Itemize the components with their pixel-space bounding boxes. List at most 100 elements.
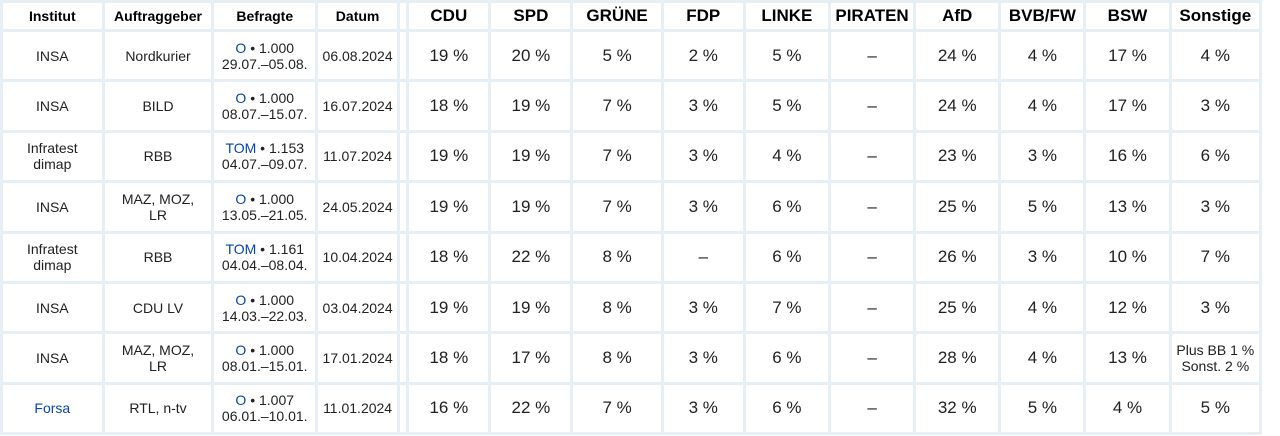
method-link[interactable]: TOM [225, 140, 257, 157]
cell-institut: INSA [3, 334, 102, 382]
auftraggeber-label: RBB [143, 148, 173, 165]
cell-linke: 6 % [745, 384, 828, 433]
cell-bsw: 10 % [1086, 233, 1169, 281]
method-link[interactable]: O [235, 291, 247, 308]
header-datum[interactable]: Datum [318, 3, 398, 29]
cell-linke: 6 % [745, 233, 828, 281]
institut-label: Infratest [27, 140, 78, 157]
cell-bsw: 16 % [1086, 132, 1169, 181]
cell-piraten: – [830, 334, 914, 382]
header-party-bsw[interactable]: BSW [1086, 3, 1169, 29]
cell-spd: 17 % [491, 334, 571, 382]
cell-datum: 11.07.2024 [318, 132, 398, 181]
cell-fdp: 3 % [663, 132, 743, 181]
cell-fdp: 3 % [663, 183, 743, 231]
method-link[interactable]: O [235, 39, 247, 56]
cell-bsw: 13 % [1086, 334, 1169, 382]
cell-befragte: O • 1.000 08.01.–15.01. [214, 334, 316, 382]
cell-linke: 6 % [745, 334, 828, 382]
cell-fdp: 3 % [663, 334, 743, 382]
field-period: 29.07.–05.08. [221, 55, 308, 72]
auftraggeber-label: LR [149, 206, 167, 223]
method-link[interactable]: O [235, 342, 247, 359]
header-party-sonstige[interactable]: Sonstige [1171, 3, 1259, 29]
field-period: 13.05.–21.05. [221, 206, 308, 223]
table-row: Forsa RTL, n-tv O • 1.007 06.01.–10.01. 11.0… [3, 384, 1259, 433]
header-institut[interactable]: Institut [3, 3, 102, 29]
sonstige-label: 5 % [1200, 398, 1230, 418]
cell-bvb-fw: 4 % [1001, 32, 1084, 80]
cell-fdp: 3 % [663, 82, 743, 130]
cell-institut: INSA [3, 183, 102, 231]
cell-spd: 19 % [491, 283, 571, 332]
header-party-cdu[interactable]: CDU [409, 3, 489, 29]
cell-spd: 19 % [491, 183, 571, 231]
header-party-spd[interactable]: SPD [491, 3, 571, 29]
table-row: INSA BILD O • 1.000 08.07.–15.07. 16.07.2024… [3, 82, 1259, 130]
header-party-bvb-fw[interactable]: BVB/FW [1001, 3, 1084, 29]
cell-befragte: TOM • 1.153 04.07.–09.07. [214, 132, 316, 181]
header-party-afd[interactable]: AfD [916, 3, 999, 29]
field-period: 08.01.–15.01. [221, 358, 308, 375]
cell-bvb-fw: 4 % [1001, 283, 1084, 332]
cell-befragte: TOM • 1.161 04.04.–08.04. [214, 233, 316, 281]
cell-sonstige: 5 % [1171, 384, 1259, 433]
cell-institut[interactable]: Forsa [3, 384, 102, 433]
institut-label: INSA [35, 198, 69, 215]
cell-piraten: – [830, 384, 914, 433]
cell-spd: 19 % [491, 132, 571, 181]
method-link[interactable]: O [235, 190, 247, 207]
sample-size: • 1.007 [246, 392, 295, 409]
cell-cdu: 18 % [409, 334, 489, 382]
sonstige-label: Sonst. 2 % [1181, 358, 1250, 375]
institut-label[interactable]: Forsa [34, 400, 71, 417]
table-row: INSA Nordkurier O • 1.000 29.07.–05.08. 06.0… [3, 32, 1259, 80]
header-befragte[interactable]: Befragte [214, 3, 316, 29]
cell-cdu: 19 % [409, 283, 489, 332]
cell-piraten: – [830, 233, 914, 281]
cell-fdp: – [663, 233, 743, 281]
cell-sonstige: 7 % [1171, 233, 1259, 281]
cell-gruene: 8 % [573, 283, 661, 332]
header-party-piraten[interactable]: PIRATEN [830, 3, 914, 29]
method-link[interactable]: O [235, 392, 247, 409]
poll-table-body: INSA Nordkurier O • 1.000 29.07.–05.08. 06.0… [3, 32, 1259, 433]
cell-befragte: O • 1.000 13.05.–21.05. [214, 183, 316, 231]
cell-linke: 5 % [745, 32, 828, 80]
institut-label: dimap [33, 156, 72, 173]
cell-auftraggeber: MAZ, MOZ, LR [104, 334, 212, 382]
header-party-linke[interactable]: LINKE [745, 3, 828, 29]
method-link[interactable]: O [235, 90, 247, 107]
institut-label: INSA [35, 299, 69, 316]
cell-auftraggeber: RTL, n-tv [104, 384, 212, 433]
sonstige-label: 6 % [1200, 146, 1230, 166]
table-row: INSA MAZ, MOZ, LR O • 1.000 13.05.–21.05. 24.… [3, 183, 1259, 231]
cell-gruene: 7 % [573, 132, 661, 181]
cell-auftraggeber: Nordkurier [104, 32, 212, 80]
sonstige-label: 4 % [1200, 45, 1230, 65]
header-party-gruene[interactable]: GRÜNE [573, 3, 661, 29]
header-auftraggeber[interactable]: Auftraggeber [104, 3, 212, 29]
cell-linke: 6 % [745, 183, 828, 231]
table-row: Infratest dimap RBB TOM • 1.153 04.07.–09.07… [3, 132, 1259, 181]
sample-size: • 1.000 [246, 90, 295, 107]
cell-afd: 32 % [916, 384, 999, 433]
cell-bvb-fw: 3 % [1001, 233, 1084, 281]
institut-label: Infratest [27, 241, 78, 258]
cell-auftraggeber: BILD [104, 82, 212, 130]
auftraggeber-label: RBB [143, 249, 173, 266]
cell-cdu: 19 % [409, 132, 489, 181]
cell-spacer [400, 233, 407, 281]
cell-fdp: 2 % [663, 32, 743, 80]
cell-fdp: 3 % [663, 384, 743, 433]
sample-size: • 1.161 [256, 241, 305, 258]
method-link[interactable]: TOM [225, 241, 257, 258]
cell-gruene: 8 % [573, 334, 661, 382]
cell-cdu: 19 % [409, 183, 489, 231]
cell-sonstige: Plus BB 1 % Sonst. 2 % [1171, 334, 1259, 382]
cell-sonstige: 3 % [1171, 283, 1259, 332]
cell-befragte: O • 1.000 29.07.–05.08. [214, 32, 316, 80]
header-party-fdp[interactable]: FDP [663, 3, 743, 29]
cell-spacer [400, 183, 407, 231]
